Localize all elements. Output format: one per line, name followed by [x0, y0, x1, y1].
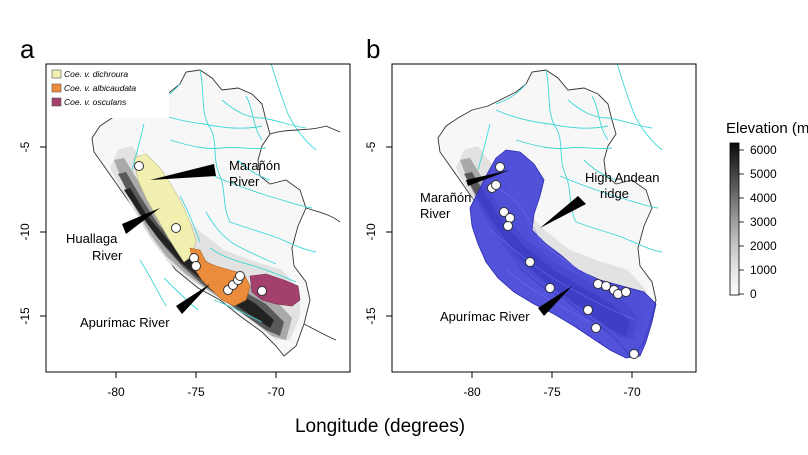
label-andean-line1: High Andean: [585, 170, 659, 185]
panel-a-map: [91, 64, 341, 357]
sample-point: [499, 207, 509, 217]
label-apurimac-b: Apurímac River: [440, 309, 530, 324]
sample-point: [583, 305, 593, 315]
sample-point: [257, 286, 267, 296]
sample-point: [601, 281, 611, 291]
x-tick-label: -75: [187, 385, 205, 399]
panel-a: a: [18, 34, 351, 399]
label-huallaga-line1: Huallaga: [66, 231, 118, 246]
rivers-a: [131, 64, 317, 323]
sample-point: [591, 323, 601, 333]
sample-point: [491, 180, 501, 190]
legend-swatch-dichroura: [51, 69, 62, 79]
panel-b-letter: b: [366, 34, 380, 64]
sample-points-b: [487, 162, 639, 359]
x-tick-label: -80: [107, 385, 125, 399]
y-tick-label: -10: [18, 223, 32, 241]
panel-a-axes: [40, 146, 277, 378]
pointer-maranon: [150, 164, 216, 180]
pointer-maranon: [466, 170, 510, 186]
colorbar-tick-label: 5000: [750, 167, 777, 181]
sample-point: [495, 162, 505, 172]
sample-point: [545, 283, 555, 293]
x-tick-label: -80: [463, 385, 481, 399]
colorbar-tick-label: 2000: [750, 239, 777, 253]
label-apurimac-a: Apurímac River: [80, 315, 170, 330]
sample-point: [621, 287, 631, 297]
colorbar-tick-label: 0: [750, 287, 757, 301]
sample-point: [171, 223, 181, 233]
colorbar-tick-label: 6000: [750, 143, 777, 157]
legend-swatch-osculans: [51, 97, 62, 107]
legend: Coe. v. dichroura Coe. v. albicaudata Co…: [49, 66, 169, 118]
panel-a-letter: a: [20, 34, 35, 64]
sample-point: [525, 257, 535, 267]
label-maranon-a-line1: Marañón: [229, 158, 280, 173]
panel-b-axes: [386, 146, 633, 378]
x-tick-label: -70: [623, 385, 641, 399]
y-tick-label: -5: [364, 141, 378, 152]
range-albicaudata: [189, 247, 251, 307]
sample-point: [134, 161, 144, 171]
colorbar-tick-label: 1000: [750, 263, 777, 277]
label-andean-line2: ridge: [600, 186, 629, 201]
colorbar-tick-label: 4000: [750, 191, 777, 205]
colorbar-tick-label: 3000: [750, 215, 777, 229]
sample-points-a: [134, 161, 267, 296]
label-maranon-b-line1: Marañón: [420, 190, 471, 205]
y-tick-label: -10: [364, 223, 378, 241]
sample-point: [235, 271, 245, 281]
sample-point: [503, 221, 513, 231]
panel-b-frame: [391, 63, 697, 373]
sample-point: [629, 349, 639, 359]
x-axis-label: Longitude (degrees): [295, 416, 465, 437]
label-huallaga-line2: River: [92, 248, 123, 263]
panel-b-map: [437, 64, 663, 359]
colorbar-title: Elevation (m: [726, 120, 808, 137]
legend-label-dichroura: Coe. v. dichroura: [64, 69, 128, 79]
pointer-apurimac: [538, 286, 572, 316]
x-tick-label: -70: [267, 385, 285, 399]
pointer-huallaga: [122, 208, 160, 234]
y-tick-label: -15: [364, 307, 378, 325]
x-tick-label: -75: [543, 385, 561, 399]
sample-point: [191, 261, 201, 271]
legend-label-osculans: Coe. v. osculans: [64, 97, 127, 107]
y-tick-label: -15: [18, 307, 32, 325]
panel-b: b: [364, 34, 697, 399]
rivers-b: [477, 64, 663, 253]
label-maranon-a-line2: River: [229, 174, 260, 189]
pointer-andean-ridge: [540, 196, 586, 228]
panel-a-frame: [45, 63, 351, 373]
label-maranon-b-line2: River: [420, 206, 451, 221]
legend-label-albicaudata: Coe. v. albicaudata: [64, 83, 136, 93]
colorbar-ramp: [729, 142, 740, 296]
pointer-apurimac: [176, 284, 210, 314]
range-osculans: [249, 273, 301, 307]
y-tick-label: -5: [18, 141, 32, 152]
elevation-colorbar: Elevation (m 6000 5000 4000 3000 2000 10…: [726, 120, 808, 301]
legend-swatch-albicaudata: [51, 83, 62, 93]
